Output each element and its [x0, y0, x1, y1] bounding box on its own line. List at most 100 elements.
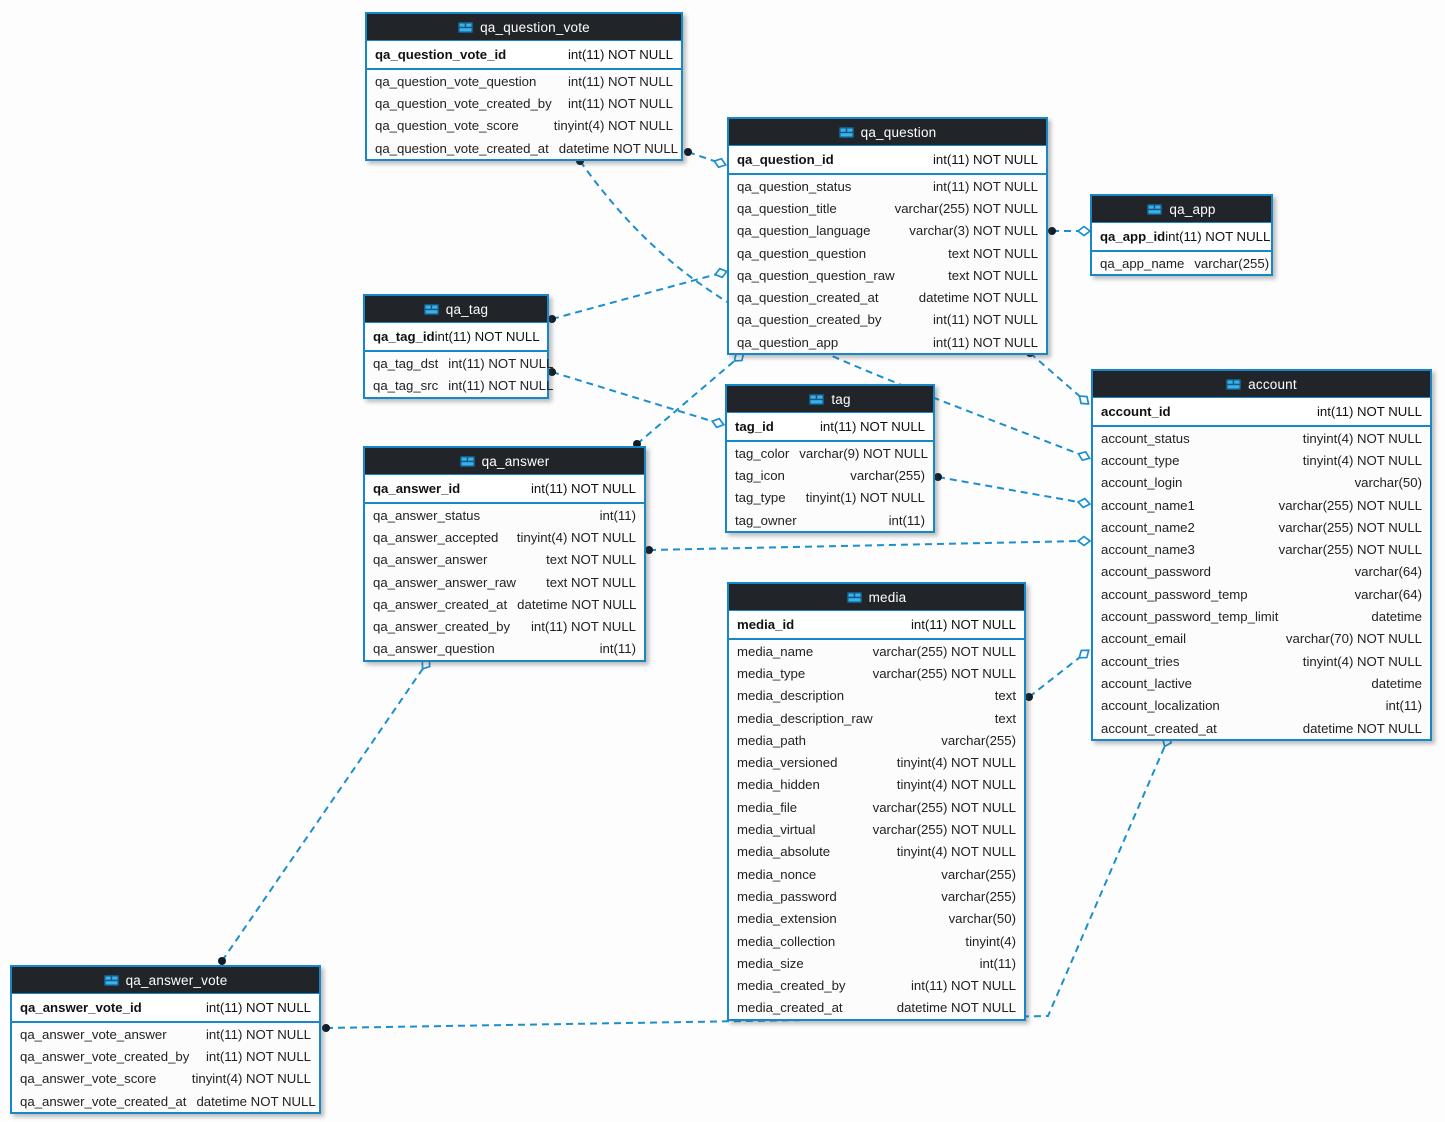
table-header[interactable]: account [1093, 371, 1430, 397]
primary-key-row[interactable]: qa_tag_id int(11) NOT NULL [365, 322, 547, 352]
primary-key-row[interactable]: qa_answer_vote_id int(11) NOT NULL [12, 993, 319, 1023]
table-qa_app[interactable]: qa_app qa_app_id int(11) NOT NULL qa_app_na… [1090, 194, 1273, 277]
primary-key-row[interactable]: tag_id int(11) NOT NULL [727, 412, 933, 442]
table-qa_tag[interactable]: qa_tag qa_tag_id int(11) NOT NULL qa_tag_ds… [363, 294, 553, 399]
primary-key-row[interactable]: qa_question_vote_id int(11) NOT NULL [367, 40, 681, 70]
column-row[interactable]: account_localization int(11) [1093, 695, 1430, 717]
column-row[interactable]: account_type tinyint(4) NOT NULL [1093, 449, 1430, 471]
table-qa_question_vote[interactable]: qa_question_vote qa_question_vote_id int(1… [365, 12, 683, 162]
column-row[interactable]: qa_answer_answer text NOT NULL [365, 549, 644, 571]
column-row[interactable]: media_path varchar(255) [729, 729, 1024, 751]
relationship-qa_question-to-account[interactable] [1029, 352, 1085, 401]
column-row[interactable]: qa_answer_accepted tinyint(4) NOT NULL [365, 526, 644, 548]
column-row[interactable]: account_lactive datetime [1093, 672, 1430, 694]
table-header[interactable]: qa_answer [365, 448, 644, 474]
column-row[interactable]: tag_color varchar(9) NOT NULL [727, 442, 933, 464]
relationship-qa_tag-to-tag[interactable] [551, 371, 719, 424]
column-row[interactable]: qa_question_title varchar(255) NOT NULL [729, 197, 1046, 219]
column-row[interactable]: media_extension varchar(50) [729, 908, 1024, 930]
column-row[interactable]: qa_answer_vote_answer int(11) NOT NULL [12, 1023, 319, 1045]
table-qa_answer_vote[interactable]: qa_answer_vote qa_answer_vote_id int(11) N… [10, 965, 321, 1115]
column-row[interactable]: account_login varchar(50) [1093, 472, 1430, 494]
column-row[interactable]: qa_answer_vote_created_at datetime NOT NU… [12, 1090, 319, 1112]
column-row[interactable]: media_created_by int(11) NOT NULL [729, 974, 1024, 996]
column-row[interactable]: qa_answer_status int(11) [365, 504, 644, 526]
column-row[interactable]: qa_question_question text NOT NULL [729, 242, 1046, 264]
column-row[interactable]: qa_tag_src int(11) NOT NULL [365, 374, 553, 396]
column-row[interactable]: account_created_at datetime NOT NULL [1093, 717, 1430, 739]
table-media[interactable]: media media_id int(11) NOT NULL media_name v… [727, 582, 1026, 1022]
column-row[interactable]: qa_answer_answer_raw text NOT NULL [365, 571, 644, 593]
column-row[interactable]: account_password_temp_limit datetime [1093, 605, 1430, 627]
column-row[interactable]: qa_answer_created_by int(11) NOT NULL [365, 615, 644, 637]
column-row[interactable]: qa_question_vote_question int(11) NOT NUL… [367, 70, 681, 92]
primary-key-row[interactable]: media_id int(11) NOT NULL [729, 610, 1024, 640]
table-header[interactable]: qa_question [729, 119, 1046, 145]
column-type: varchar(255) NOT NULL [872, 799, 1016, 815]
column-row[interactable]: media_nonce varchar(255) [729, 863, 1024, 885]
column-row[interactable]: qa_answer_created_at datetime NOT NULL [365, 593, 644, 615]
table-qa_answer[interactable]: qa_answer qa_answer_id int(11) NOT NULL qa_… [363, 446, 646, 663]
column-row[interactable]: account_name2 varchar(255) NOT NULL [1093, 516, 1430, 538]
column-row[interactable]: media_virtual varchar(255) NOT NULL [729, 818, 1024, 840]
column-row[interactable]: media_hidden tinyint(4) NOT NULL [729, 774, 1024, 796]
table-qa_question[interactable]: qa_question qa_question_id int(11) NOT NUL… [727, 117, 1048, 356]
column-row[interactable]: media_name varchar(255) NOT NULL [729, 640, 1024, 662]
column-row[interactable]: qa_question_vote_score tinyint(4) NOT NUL… [367, 115, 681, 137]
column-row[interactable]: qa_question_created_at datetime NOT NULL [729, 286, 1046, 308]
column-row[interactable]: account_email varchar(70) NOT NULL [1093, 628, 1430, 650]
column-row[interactable]: tag_owner int(11) [727, 509, 933, 531]
column-row[interactable]: qa_question_vote_created_by int(11) NOT N… [367, 92, 681, 114]
relationship-qa_answer_vote-to-qa_answer[interactable] [221, 663, 427, 962]
table-header[interactable]: qa_app [1092, 196, 1271, 222]
column-row[interactable]: account_name3 varchar(255) NOT NULL [1093, 538, 1430, 560]
column-row[interactable]: qa_question_created_by int(11) NOT NULL [729, 309, 1046, 331]
column-row[interactable]: media_collection tinyint(4) [729, 930, 1024, 952]
table-header[interactable]: tag [727, 386, 933, 412]
table-account[interactable]: account account_id int(11) NOT NULL account… [1091, 369, 1432, 742]
column-row[interactable]: account_password_temp varchar(64) [1093, 583, 1430, 605]
column-row[interactable]: account_password varchar(64) [1093, 561, 1430, 583]
column-row[interactable]: qa_answer_vote_score tinyint(4) NOT NULL [12, 1068, 319, 1090]
table-header[interactable]: media [729, 584, 1024, 610]
column-row[interactable]: qa_tag_dst int(11) NOT NULL [365, 352, 553, 374]
column-row[interactable]: qa_question_status int(11) NOT NULL [729, 175, 1046, 197]
relationship-media-to-account[interactable] [1028, 653, 1085, 698]
column-row[interactable]: media_file varchar(255) NOT NULL [729, 796, 1024, 818]
column-row[interactable]: tag_type tinyint(1) NOT NULL [727, 487, 933, 509]
column-row[interactable]: qa_question_language varchar(3) NOT NULL [729, 220, 1046, 242]
column-row[interactable]: media_description_raw text [729, 707, 1024, 729]
column-row[interactable]: media_size int(11) [729, 952, 1024, 974]
column-name: tag_type [735, 490, 786, 506]
column-row[interactable]: qa_answer_question int(11) [365, 638, 644, 660]
column-row[interactable]: media_absolute tinyint(4) NOT NULL [729, 841, 1024, 863]
column-row[interactable]: tag_icon varchar(255) [727, 464, 933, 486]
relationship-qa_question_vote-to-account[interactable] [579, 160, 1085, 457]
primary-key-row[interactable]: qa_app_id int(11) NOT NULL [1092, 222, 1271, 252]
column-row[interactable]: media_password varchar(255) [729, 885, 1024, 907]
column-row[interactable]: qa_question_question_raw text NOT NULL [729, 264, 1046, 286]
column-row[interactable]: account_status tinyint(4) NOT NULL [1093, 427, 1430, 449]
relationship-qa_tag-to-qa_question[interactable] [551, 272, 722, 320]
column-row[interactable]: qa_question_app int(11) NOT NULL [729, 331, 1046, 353]
column-row[interactable]: qa_question_vote_created_at datetime NOT … [367, 137, 681, 159]
primary-key-row[interactable]: qa_question_id int(11) NOT NULL [729, 145, 1046, 175]
column-row[interactable]: qa_app_name varchar(255) [1092, 252, 1271, 274]
column-row[interactable]: account_tries tinyint(4) NOT NULL [1093, 650, 1430, 672]
relationship-tag-to-account[interactable] [937, 476, 1085, 504]
table-header[interactable]: qa_tag [365, 296, 547, 322]
column-row[interactable]: media_versioned tinyint(4) NOT NULL [729, 751, 1024, 773]
column-row[interactable]: media_created_at datetime NOT NULL [729, 997, 1024, 1019]
table-header[interactable]: qa_question_vote [367, 14, 681, 40]
relationship-qa_answer_vote-to-account[interactable] [325, 740, 1168, 1029]
primary-key-row[interactable]: account_id int(11) NOT NULL [1093, 397, 1430, 427]
primary-key-row[interactable]: qa_answer_id int(11) NOT NULL [365, 474, 644, 504]
column-row[interactable]: qa_answer_vote_created_by int(11) NOT NUL… [12, 1045, 319, 1067]
table-header[interactable]: qa_answer_vote [12, 967, 319, 993]
column-row[interactable]: media_description text [729, 685, 1024, 707]
relationship-qa_answer-to-account[interactable] [648, 540, 1085, 551]
column-row[interactable]: media_type varchar(255) NOT NULL [729, 662, 1024, 684]
table-tag[interactable]: tag tag_id int(11) NOT NULL tag_color varcha… [725, 384, 935, 534]
column-row[interactable]: account_name1 varchar(255) NOT NULL [1093, 494, 1430, 516]
relationship-qa_answer-to-qa_question[interactable] [636, 356, 740, 445]
